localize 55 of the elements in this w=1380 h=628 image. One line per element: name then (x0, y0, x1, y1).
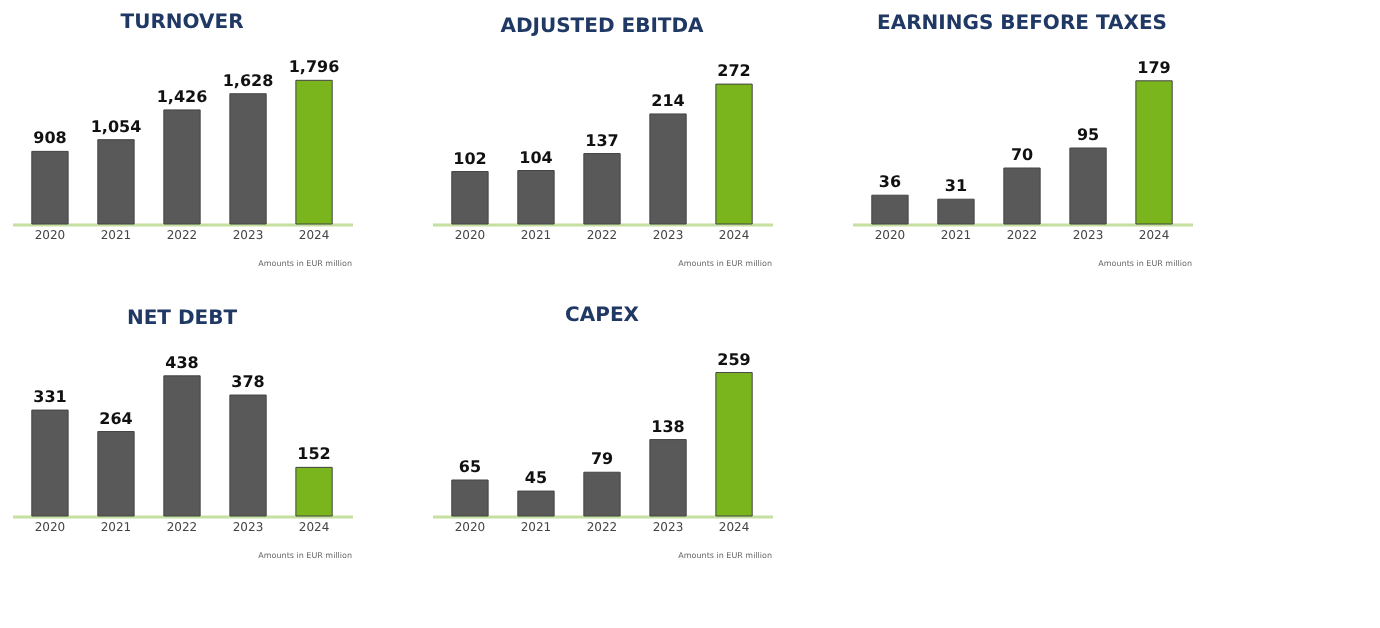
data-label: 104 (519, 148, 554, 167)
data-label: 908 (33, 129, 68, 148)
data-label: 179 (1137, 58, 1172, 77)
bar (295, 79, 333, 225)
data-label: 1,426 (156, 87, 209, 106)
chart-title: EARNINGS BEFORE TAXES (877, 12, 1167, 35)
bar (583, 153, 621, 225)
data-label: 331 (33, 388, 68, 407)
bar (1135, 80, 1173, 225)
data-label: 31 (944, 177, 968, 196)
bar (163, 109, 201, 225)
data-label: 102 (453, 149, 487, 168)
data-label: 152 (297, 445, 331, 464)
bar (31, 409, 69, 517)
data-label: 45 (524, 469, 548, 488)
bar (31, 150, 69, 225)
data-label: 214 (651, 91, 686, 110)
data-label: 438 (165, 353, 200, 372)
data-label: 1,628 (222, 71, 275, 90)
bar (451, 479, 489, 517)
data-label: 36 (878, 173, 902, 192)
data-label: 79 (590, 450, 614, 469)
data-label: 65 (458, 458, 482, 476)
bar (715, 372, 753, 517)
data-label: 1,796 (288, 58, 341, 77)
bar (649, 439, 687, 517)
data-label: 95 (1076, 126, 1101, 144)
data-label: 264 (99, 409, 134, 428)
bar (517, 490, 555, 517)
chart-title: TURNOVER (120, 12, 245, 35)
chart-title: CAPEX (565, 304, 640, 327)
bar (649, 113, 687, 225)
data-label: 138 (651, 417, 686, 436)
bar (1069, 147, 1107, 225)
data-label: 137 (585, 131, 619, 150)
bar (517, 170, 555, 225)
bar (97, 139, 135, 225)
bar (163, 375, 201, 517)
data-label: 70 (1010, 146, 1034, 164)
chart-title: ADJUSTED EBITDA (500, 16, 705, 39)
bar (715, 83, 753, 225)
data-label: 1,054 (90, 117, 143, 136)
data-label: 378 (231, 373, 266, 392)
bar (451, 171, 489, 225)
data-label: 272 (717, 62, 751, 81)
bar (97, 431, 135, 517)
bar (1003, 167, 1041, 225)
bar (937, 198, 975, 225)
bar (871, 194, 909, 225)
data-label: 259 (717, 350, 752, 369)
chart-title: NET DEBT (126, 307, 238, 330)
bar (583, 471, 621, 517)
bar (229, 394, 267, 517)
bar (295, 466, 333, 517)
bar (229, 93, 267, 225)
